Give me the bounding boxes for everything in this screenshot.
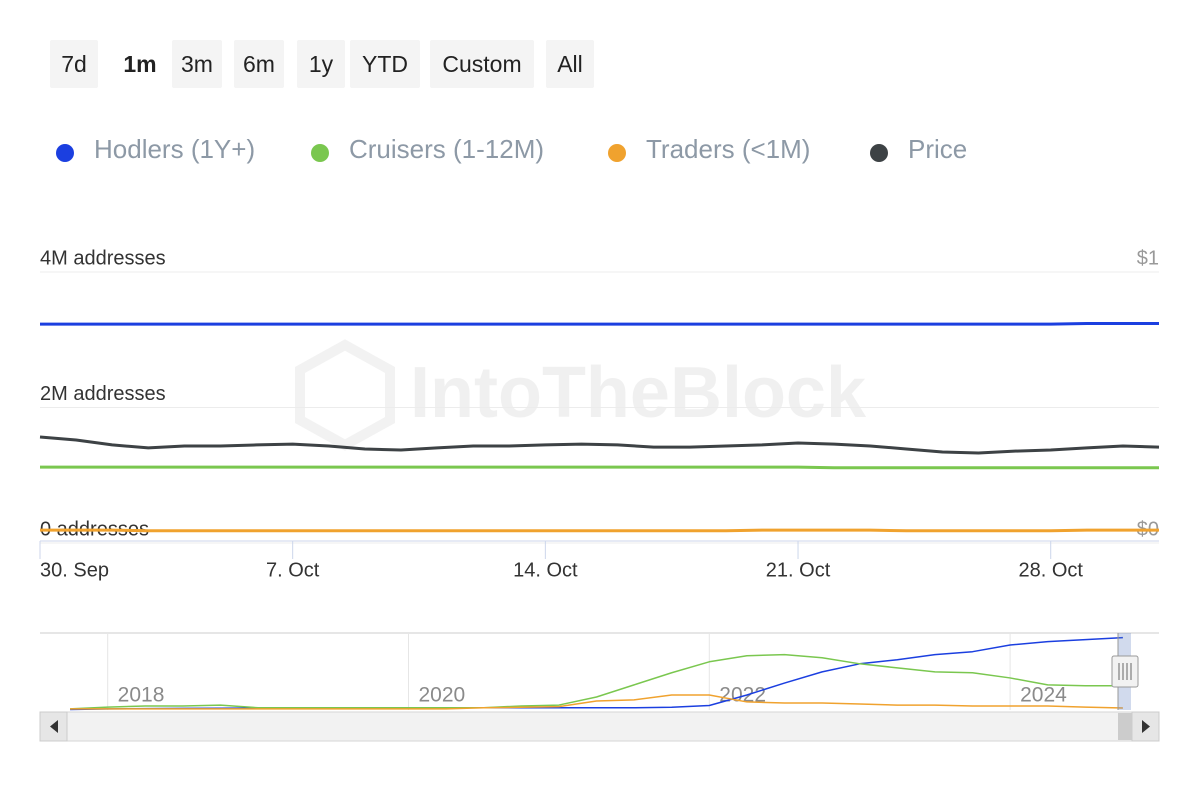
- x-tick-label: 30. Sep: [40, 559, 109, 581]
- button-bg: [234, 40, 284, 88]
- range-button[interactable]: All: [546, 40, 594, 88]
- button-bg: [110, 40, 170, 88]
- series-line: [40, 528, 1159, 533]
- range-button[interactable]: 1m: [110, 40, 170, 88]
- x-tick-label: 14. Oct: [513, 559, 578, 581]
- button-bg: [430, 40, 534, 88]
- arrow-left: [50, 720, 58, 733]
- range-button[interactable]: Custom: [430, 40, 534, 88]
- arrow-right: [1142, 720, 1150, 733]
- legend-label: Hodlers (1Y+): [94, 134, 255, 164]
- navigator-tick-label: 2020: [418, 684, 465, 707]
- button-bg: [297, 40, 345, 88]
- button-label: All: [557, 51, 583, 77]
- legend-item[interactable]: Cruisers (1-12M): [311, 134, 544, 164]
- range-button[interactable]: 6m: [234, 40, 284, 88]
- navigator-tick-label: 2022: [719, 684, 766, 707]
- y-tick-label: 2M addresses: [40, 383, 166, 405]
- scrollbar-track[interactable]: [39, 711, 1160, 742]
- range-button[interactable]: 7d: [50, 40, 98, 88]
- scrollbar-thumb[interactable]: [1118, 713, 1132, 740]
- navigator-handle[interactable]: [1111, 655, 1139, 688]
- y-tick-label: 4M addresses: [40, 247, 166, 269]
- series-line: [40, 321, 1159, 326]
- series-line: [39, 435, 1160, 455]
- watermark: IntoTheBlock: [295, 339, 867, 451]
- navigator-tick-label: 2024: [1020, 684, 1067, 707]
- legend-item[interactable]: Hodlers (1Y+): [56, 134, 255, 164]
- navigator-tick-label: 2018: [118, 684, 165, 707]
- range-button[interactable]: 1y: [297, 40, 345, 88]
- button-bg: [50, 40, 98, 88]
- legend-swatch: [870, 144, 888, 162]
- watermark-logo: [295, 339, 395, 451]
- legend-label: Cruisers (1-12M): [349, 134, 544, 164]
- button-label: 6m: [243, 51, 275, 77]
- legend-swatch: [311, 144, 329, 162]
- range-button[interactable]: YTD: [350, 40, 420, 88]
- range-button[interactable]: 3m: [172, 40, 222, 88]
- navigator-line: [70, 694, 1123, 710]
- x-tick-label: 28. Oct: [1018, 559, 1083, 581]
- handle-box: [1111, 655, 1139, 688]
- button-label: 1m: [123, 51, 156, 77]
- watermark-text: IntoTheBlock: [410, 353, 867, 433]
- button-bg: [350, 40, 420, 88]
- x-tick-label: 7. Oct: [266, 559, 320, 581]
- y2-tick-label: $1: [1137, 247, 1159, 269]
- button-bg: [172, 40, 222, 88]
- legend-label: Price: [908, 134, 967, 164]
- legend-swatch: [608, 144, 626, 162]
- navigator-line: [70, 653, 1123, 710]
- button-label: YTD: [362, 51, 408, 77]
- button-bg: [546, 40, 594, 88]
- legend-label: Traders (<1M): [646, 134, 810, 164]
- button-label: 3m: [181, 51, 213, 77]
- navigator-line: [70, 636, 1123, 711]
- button-label: 7d: [61, 51, 87, 77]
- legend-item[interactable]: Traders (<1M): [608, 134, 810, 164]
- x-tick-label: 21. Oct: [766, 559, 831, 581]
- button-label: Custom: [442, 51, 521, 77]
- legend-swatch: [56, 144, 74, 162]
- series-line: [40, 465, 1159, 470]
- button-label: 1y: [309, 51, 334, 77]
- legend-item[interactable]: Price: [870, 134, 967, 164]
